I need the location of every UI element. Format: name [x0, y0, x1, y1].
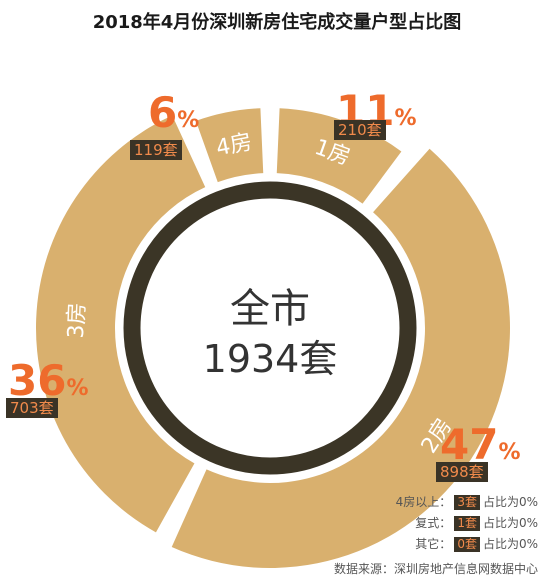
count-label-3room: 703套	[6, 398, 58, 418]
legend-value: 1套	[454, 516, 480, 531]
legend-label: 复式：	[415, 516, 452, 530]
slice-4房	[195, 108, 264, 183]
slice-2房	[171, 148, 511, 568]
legend-label: 其它：	[415, 537, 452, 551]
center-label-total: 1934套	[203, 337, 338, 381]
data-source: 数据来源：深圳房地产信息网数据中心	[333, 562, 538, 576]
inner-ring	[123, 181, 417, 475]
legend-share: 占比为0%	[482, 495, 538, 509]
chart-title: 2018年4月份深圳新房住宅成交量户型占比图	[92, 12, 462, 33]
count-label-4room: 119套	[130, 140, 182, 160]
pct-label-2room: 47%	[440, 420, 521, 469]
slice-3房	[35, 115, 206, 533]
legend-row: 其它： 0套 占比为0%	[415, 535, 538, 552]
legend-value: 0套	[454, 537, 480, 552]
count-label-1room: 210套	[334, 120, 386, 140]
slice-1房	[276, 108, 402, 204]
legend-share: 占比为0%	[482, 537, 538, 551]
pct-label-3room: 36%	[8, 356, 89, 405]
slice-label-3房: 3房	[64, 302, 90, 339]
legend-share: 占比为0%	[482, 516, 538, 530]
pct-label-4room: 6%	[148, 88, 200, 137]
legend-row: 复式： 1套 占比为0%	[415, 514, 538, 531]
center-label-city: 全市	[230, 286, 310, 332]
legend-label: 4房以上：	[395, 495, 452, 509]
count-label-2room: 898套	[436, 462, 488, 482]
legend-row: 4房以上： 3套 占比为0%	[396, 493, 538, 510]
legend-value: 3套	[454, 495, 480, 510]
